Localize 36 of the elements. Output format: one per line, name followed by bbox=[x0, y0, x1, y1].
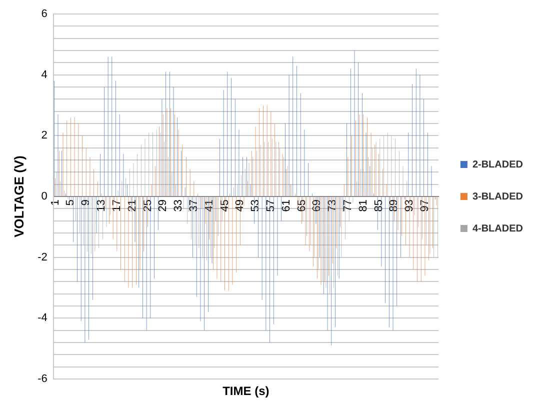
x-tick-label: 25 bbox=[142, 200, 154, 212]
x-tick-label: 45 bbox=[218, 200, 231, 212]
x-tick-label: 21 bbox=[126, 200, 138, 212]
y-tick-label: -4 bbox=[38, 312, 48, 324]
x-tick-label: 77 bbox=[342, 200, 354, 212]
x-tick-label: 81 bbox=[357, 200, 370, 212]
x-tick-label: 97 bbox=[418, 200, 431, 212]
x-tick-label: 85 bbox=[372, 200, 385, 212]
legend-label: 4-BLADED bbox=[472, 223, 524, 234]
x-tick-label: 69 bbox=[311, 200, 324, 212]
x-tick-label: 17 bbox=[110, 200, 123, 212]
x-tick-label: 29 bbox=[157, 200, 170, 212]
legend-label: 2-BLADED bbox=[472, 159, 524, 170]
legend-label: 3-BLADED bbox=[472, 191, 524, 202]
x-tick-label: 57 bbox=[264, 200, 277, 212]
y-tick-label: 4 bbox=[41, 68, 48, 81]
x-tick-label: 41 bbox=[203, 200, 216, 212]
y-tick-label: -2 bbox=[38, 251, 48, 264]
x-axis-title: TIME (s) bbox=[222, 384, 270, 398]
x-tick-label: 93 bbox=[404, 200, 416, 212]
x-tick-label: 13 bbox=[96, 200, 108, 212]
x-tick-label: 49 bbox=[234, 200, 246, 212]
x-tick-label: 33 bbox=[172, 200, 185, 212]
y-tick-label: 0 bbox=[41, 190, 48, 203]
x-tick-label: 65 bbox=[296, 200, 308, 212]
x-tick-label: 37 bbox=[188, 200, 200, 212]
y-axis-title: VOLTAGE (V) bbox=[11, 156, 26, 238]
x-tick-label: 61 bbox=[280, 200, 292, 212]
y-tick-label: 6 bbox=[41, 8, 48, 20]
y-tick-label: -6 bbox=[38, 373, 48, 386]
x-tick-label: 53 bbox=[250, 200, 262, 212]
y-tick-label: 2 bbox=[41, 130, 48, 142]
x-tick-label: 73 bbox=[326, 200, 339, 212]
x-tick-label: 89 bbox=[388, 200, 400, 212]
x-tick-label: 5 bbox=[64, 200, 77, 206]
x-tick-label: 9 bbox=[80, 200, 92, 206]
